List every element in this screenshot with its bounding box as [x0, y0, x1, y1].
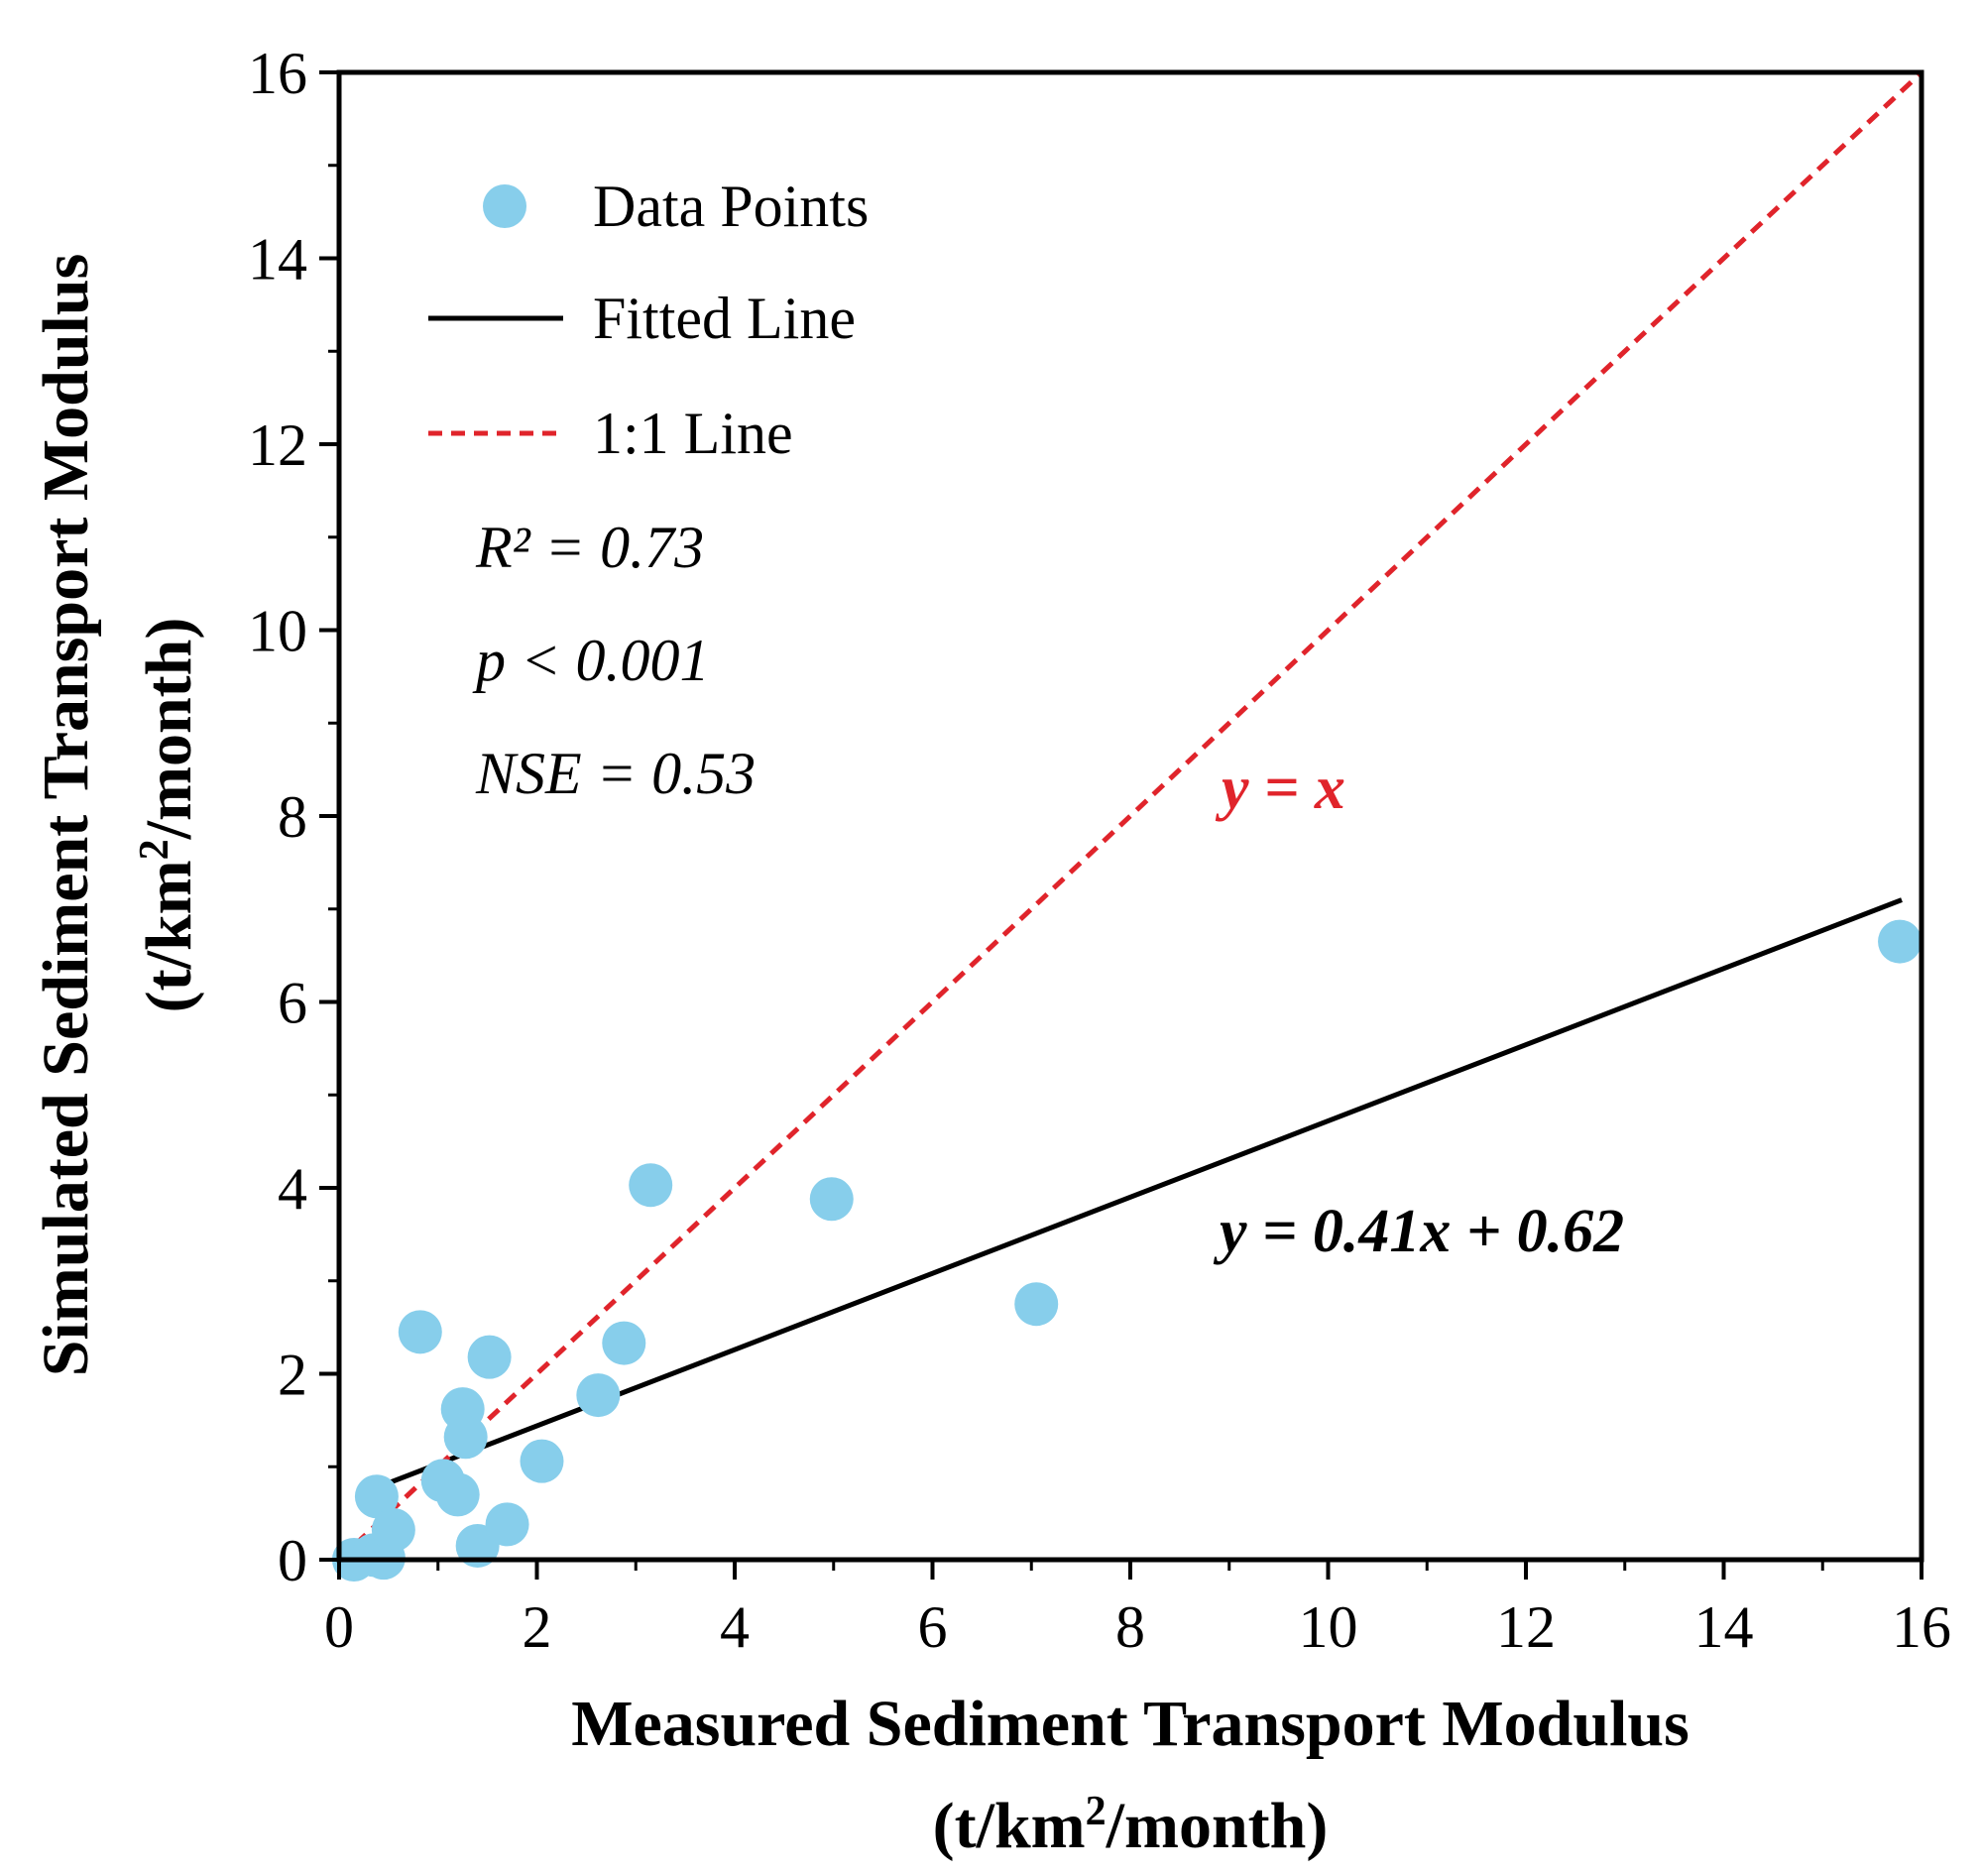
legend-label-1-1-line: 1:1 Line — [593, 401, 793, 466]
stats-block: R² = 0.73 p < 0.001 NSE = 0.53 — [472, 515, 756, 806]
data-point — [809, 1177, 854, 1222]
data-point — [398, 1310, 442, 1354]
data-point — [629, 1163, 673, 1208]
x-tick-label: 6 — [918, 1594, 948, 1660]
y-axis-title-main: Simulated Sediment Transport Modulus — [30, 254, 102, 1377]
y-tick-label: 2 — [278, 1343, 307, 1408]
fit-line-equation: y = 0.41x + 0.62 — [1213, 1198, 1624, 1265]
x-tick-label: 10 — [1299, 1594, 1358, 1660]
y-tick-label: 10 — [248, 599, 307, 664]
data-point — [1014, 1282, 1059, 1327]
x-tick-label: 2 — [523, 1594, 552, 1660]
data-point — [467, 1335, 512, 1379]
stat-nse: NSE = 0.53 — [475, 741, 756, 806]
x-tick-label: 4 — [720, 1594, 750, 1660]
legend: Data Points Fitted Line 1:1 Line — [428, 174, 869, 466]
x-tick-label: 0 — [324, 1594, 354, 1660]
data-point — [435, 1472, 480, 1517]
x-axis-title-main: Measured Sediment Transport Modulus — [571, 1688, 1690, 1760]
y-tick-label: 8 — [278, 784, 307, 850]
y-axis-title-unit: (t/km2/month) — [132, 618, 205, 1013]
data-point — [602, 1321, 646, 1365]
stat-p-value: p < 0.001 — [472, 628, 710, 693]
data-point — [1878, 919, 1923, 964]
x-tick-label: 8 — [1115, 1594, 1145, 1660]
legend-label-fitted-line: Fitted Line — [593, 286, 856, 351]
plot-area: 0 2 4 6 8 10 12 14 16 0 2 4 6 8 10 12 14 16 — [248, 41, 1951, 1660]
x-axis-title: Measured Sediment Transport Modulus (t/k… — [571, 1688, 1690, 1862]
data-point — [576, 1373, 621, 1418]
y-tick-label: 4 — [278, 1156, 307, 1222]
data-point — [485, 1502, 529, 1547]
x-tick-label: 16 — [1892, 1594, 1951, 1660]
one-to-one-line — [337, 70, 1923, 1562]
stat-r-squared: R² = 0.73 — [475, 515, 704, 580]
y-tick-label: 12 — [248, 412, 307, 478]
x-tick-label: 14 — [1694, 1594, 1754, 1660]
ref-line-equation: y = x — [1215, 755, 1345, 822]
legend-label-data-points: Data Points — [593, 174, 869, 239]
y-axis-title: Simulated Sediment Transport Modulus (t/… — [30, 254, 205, 1377]
legend-marker-data-points — [483, 184, 526, 228]
x-tick-label: 12 — [1496, 1594, 1556, 1660]
x-axis-title-unit: (t/km2/month) — [933, 1789, 1329, 1862]
y-tick-label: 0 — [278, 1528, 307, 1593]
data-point — [354, 1474, 399, 1519]
y-tick-label: 6 — [278, 971, 307, 1036]
data-point — [443, 1415, 488, 1460]
data-point — [371, 1508, 415, 1552]
y-tick-label: 14 — [248, 227, 307, 293]
y-tick-label: 16 — [248, 41, 307, 106]
data-point — [520, 1439, 564, 1483]
